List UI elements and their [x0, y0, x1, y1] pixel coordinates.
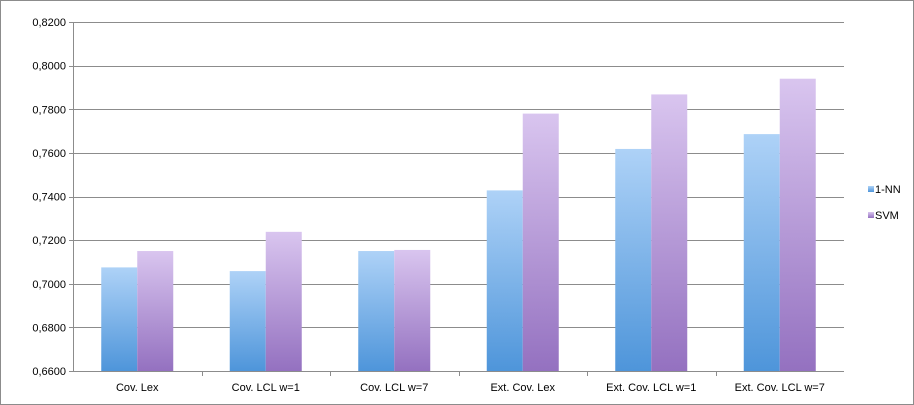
x-tick-labels: Cov. Lex Cov. LCL w=1 Cov. LCL w=7 Ext. Cov…	[116, 382, 825, 394]
y-tick-label: 0,8200	[32, 17, 66, 29]
bar-1-nn	[615, 148, 652, 371]
y-tick-label: 0,6600	[32, 366, 66, 378]
y-tick-label: 0,7200	[32, 235, 66, 247]
y-tick-label: 0,8000	[32, 61, 66, 73]
y-tick-label: 0,7400	[32, 192, 66, 204]
legend-label: SVM	[875, 210, 899, 222]
x-tick-label: Cov. LCL w=7	[360, 382, 428, 394]
bar-1-nn	[101, 267, 138, 371]
y-tick-label: 0,7000	[32, 279, 66, 291]
legend-swatch	[868, 186, 874, 192]
bar-svm	[651, 94, 688, 371]
bar-svm	[779, 78, 816, 372]
x-tick-label: Cov. LCL w=1	[232, 382, 300, 394]
x-tick-label: Ext. Cov. Lex	[490, 382, 555, 394]
y-tick-label: 0,7600	[32, 148, 66, 160]
x-tick-label: Ext. Cov. LCL w=1	[606, 382, 696, 394]
axes	[73, 22, 844, 376]
legend-label: 1-NN	[875, 184, 901, 196]
bar-svm	[137, 251, 174, 371]
bars	[101, 78, 816, 372]
x-tick-label: Cov. Lex	[116, 382, 159, 394]
bar-svm	[265, 231, 302, 371]
legend: 1-NN SVM	[868, 184, 901, 222]
x-tick-label: Ext. Cov. LCL w=7	[735, 382, 825, 394]
bar-1-nn	[486, 190, 523, 371]
bar-1-nn	[358, 251, 395, 371]
y-tick-label: 0,6800	[32, 322, 66, 334]
bar-svm	[522, 113, 559, 372]
bar-1-nn	[743, 134, 780, 371]
legend-swatch	[868, 212, 874, 218]
y-tick-label: 0,7800	[32, 104, 66, 116]
bar-1-nn	[229, 271, 266, 371]
y-tick-labels: 0,6600 0,6800 0,7000 0,7200 0,7400 0,7600 0,78…	[32, 17, 73, 378]
bar-svm	[394, 249, 431, 371]
